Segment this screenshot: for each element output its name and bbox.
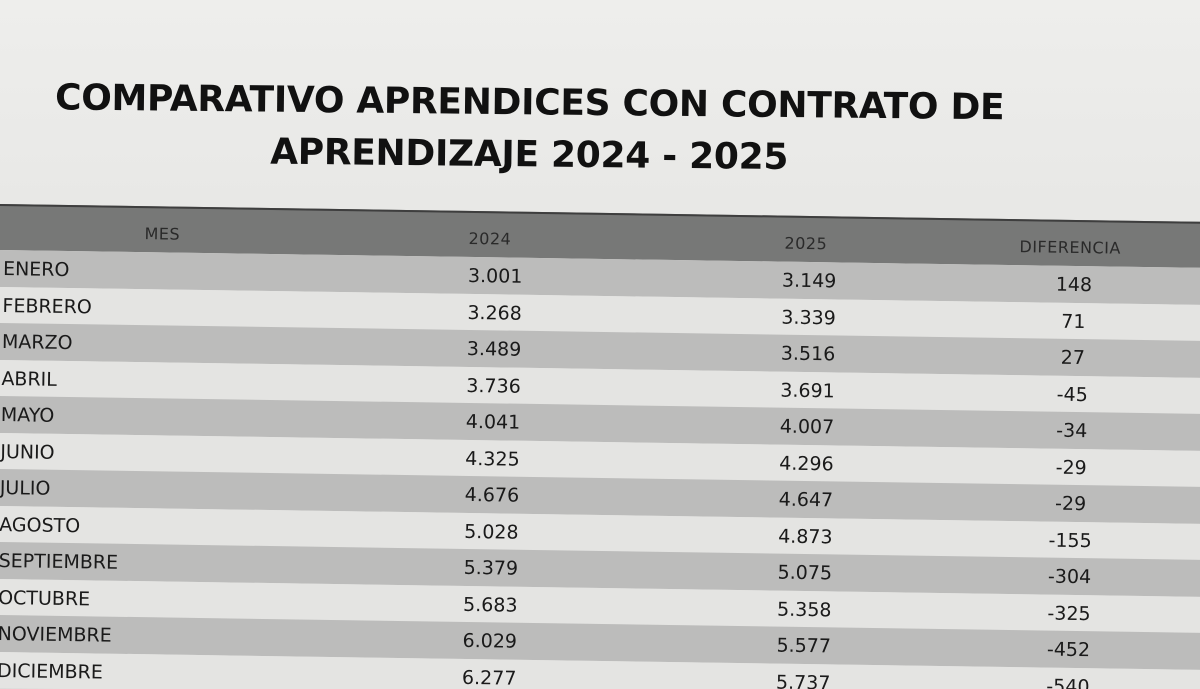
cell-2024: 3.736 bbox=[466, 374, 521, 398]
cell-2024: 4.676 bbox=[464, 483, 520, 507]
cell-2024: 6.029 bbox=[462, 629, 518, 653]
cell-diferencia: 71 bbox=[1061, 310, 1086, 333]
cell-mes: DICIEMBRE bbox=[0, 659, 103, 684]
cell-diferencia: -452 bbox=[1046, 638, 1091, 662]
cell-mes: JULIO bbox=[0, 477, 51, 500]
cell-2024: 5.683 bbox=[462, 593, 518, 617]
cell-2025: 4.647 bbox=[778, 488, 834, 512]
cell-diferencia: -304 bbox=[1047, 565, 1092, 589]
cell-2024: 3.001 bbox=[467, 264, 523, 288]
cell-mes: OCTUBRE bbox=[0, 586, 91, 610]
cell-mes: SEPTIEMBRE bbox=[0, 550, 119, 574]
cell-diferencia: 148 bbox=[1055, 273, 1093, 297]
cell-2025: 4.007 bbox=[779, 415, 835, 439]
cell-mes: ABRIL bbox=[1, 367, 58, 391]
cell-diferencia: 27 bbox=[1060, 346, 1086, 370]
cell-2025: 5.075 bbox=[777, 561, 833, 585]
cell-diferencia: -34 bbox=[1056, 419, 1088, 443]
cell-diferencia: -29 bbox=[1054, 492, 1087, 516]
document-title: COMPARATIVO APRENDICES CON CONTRATO DE A… bbox=[19, 72, 1040, 187]
cell-2024: 5.379 bbox=[463, 556, 519, 580]
cell-diferencia: -29 bbox=[1055, 456, 1087, 479]
cell-2025: 5.737 bbox=[775, 671, 831, 689]
comparison-table: MES 2024 2025 DIFERENCIA ENERO 3.001 3.1… bbox=[0, 204, 1200, 689]
cell-2025: 3.149 bbox=[781, 269, 837, 293]
header-diferencia: DIFERENCIA bbox=[1019, 237, 1122, 258]
cell-2025: 3.339 bbox=[781, 306, 836, 329]
header-2025: 2025 bbox=[784, 233, 828, 254]
cell-2024: 3.268 bbox=[467, 301, 523, 325]
cell-2025: 4.873 bbox=[777, 525, 833, 548]
cell-2024: 4.041 bbox=[465, 410, 521, 434]
cell-diferencia: -540 bbox=[1046, 675, 1090, 689]
cell-diferencia: -325 bbox=[1047, 602, 1091, 625]
cell-mes: FEBRERO bbox=[2, 294, 92, 318]
cell-2025: 3.516 bbox=[780, 342, 836, 366]
cell-mes: MARZO bbox=[1, 331, 73, 355]
cell-2025: 5.577 bbox=[776, 634, 832, 658]
cell-mes: AGOSTO bbox=[0, 513, 81, 537]
cell-2025: 4.296 bbox=[779, 452, 834, 475]
cell-diferencia: -45 bbox=[1056, 383, 1088, 406]
cell-mes: NOVIEMBRE bbox=[0, 623, 112, 647]
cell-2025: 5.358 bbox=[776, 598, 832, 621]
cell-2024: 6.277 bbox=[461, 666, 517, 689]
title-line-2: APRENDIZAJE 2024 - 2025 bbox=[269, 131, 789, 179]
title-line-1: COMPARATIVO APRENDICES CON CONTRATO DE bbox=[54, 77, 1005, 129]
cell-diferencia: -155 bbox=[1048, 529, 1092, 552]
cell-2024: 5.028 bbox=[464, 520, 519, 544]
cell-2024: 4.325 bbox=[465, 447, 520, 471]
cell-2025: 3.691 bbox=[780, 379, 835, 402]
cell-mes: ENERO bbox=[2, 258, 70, 282]
cell-mes: MAYO bbox=[0, 404, 55, 427]
header-mes: MES bbox=[144, 224, 181, 244]
header-2024: 2024 bbox=[468, 228, 512, 249]
cell-2024: 3.489 bbox=[466, 337, 522, 361]
cell-mes: JUNIO bbox=[0, 440, 55, 464]
